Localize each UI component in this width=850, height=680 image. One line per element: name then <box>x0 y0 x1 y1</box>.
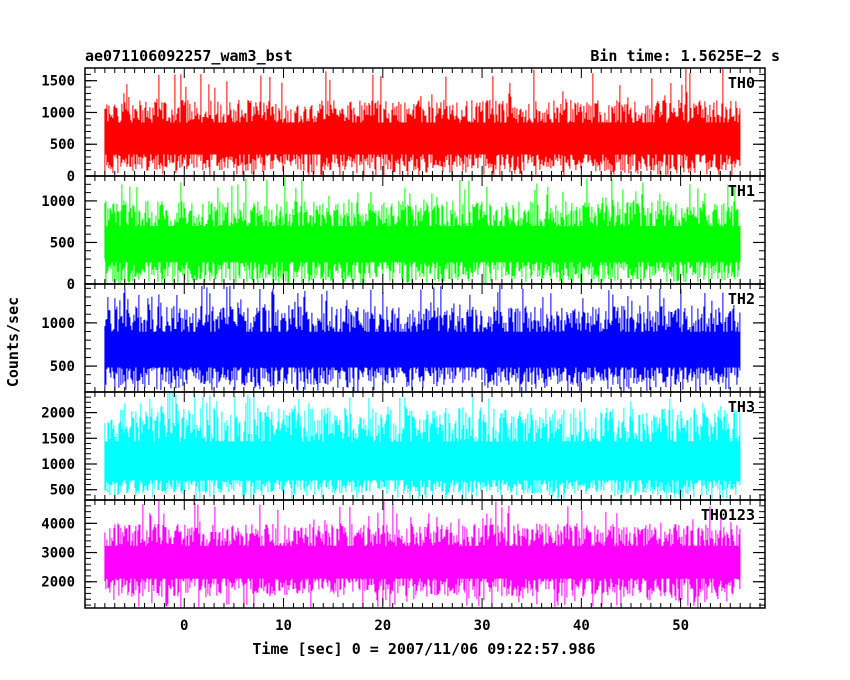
x-tick-label: 0 <box>180 618 188 634</box>
x-tick-label: 40 <box>573 618 590 634</box>
series-line-th0 <box>104 68 741 176</box>
panel-th3: 500 1000 1500 2000 TH3 <box>41 391 766 501</box>
series-label-th2: TH2 <box>728 290 755 308</box>
panel-th0123: 2000 3000 4000 TH0123 <box>41 499 766 609</box>
y-tick-label: 500 <box>50 359 75 375</box>
y-tick-label: 1000 <box>41 194 75 210</box>
y-axis-label: Counts/sec <box>4 297 22 387</box>
series-label-th3: TH3 <box>728 398 755 416</box>
series-label-th1: TH1 <box>728 182 755 200</box>
x-tick-label: 20 <box>374 618 391 634</box>
series-label-th0123: TH0123 <box>701 506 755 524</box>
chart-title: ae071106092257_wam3_bst <box>85 47 293 65</box>
panel-th0: 0 500 1000 1500 TH0 <box>41 67 766 185</box>
y-tick-label: 3000 <box>41 546 75 562</box>
y-tick-label: 2000 <box>41 575 75 591</box>
y-tick-label: 500 <box>50 483 75 499</box>
y-tick-label: 2000 <box>41 406 75 422</box>
series-line-th2 <box>104 284 741 392</box>
y-tick-label: 1000 <box>41 316 75 332</box>
series-label-th0: TH0 <box>728 74 755 92</box>
y-tick-label: 1500 <box>41 74 75 90</box>
y-tick-label: 1500 <box>41 431 75 447</box>
y-tick-label: 4000 <box>41 516 75 532</box>
series-line-th0123 <box>104 500 741 608</box>
y-tick-label: 500 <box>50 235 75 251</box>
series-line-th3 <box>104 392 741 500</box>
y-tick-label: 1000 <box>41 105 75 121</box>
bin-time-label: Bin time: 1.5625E−2 s <box>590 47 780 65</box>
panel-frame <box>84 499 766 609</box>
panel-th2: 500 1000 TH2 <box>41 283 766 393</box>
y-tick-label: 0 <box>67 169 75 185</box>
panel-th1: 0 500 1000 TH1 <box>41 175 766 293</box>
x-tick-label: 10 <box>275 618 292 634</box>
x-axis-label: Time [sec] 0 = 2007/11/06 09:22:57.986 <box>252 640 595 658</box>
x-tick-label: 30 <box>474 618 491 634</box>
series-line-th1 <box>104 177 741 284</box>
y-tick-label: 1000 <box>41 457 75 473</box>
y-tick-label: 0 <box>67 277 75 293</box>
x-tick-label: 50 <box>672 618 689 634</box>
y-tick-label: 500 <box>50 137 75 153</box>
